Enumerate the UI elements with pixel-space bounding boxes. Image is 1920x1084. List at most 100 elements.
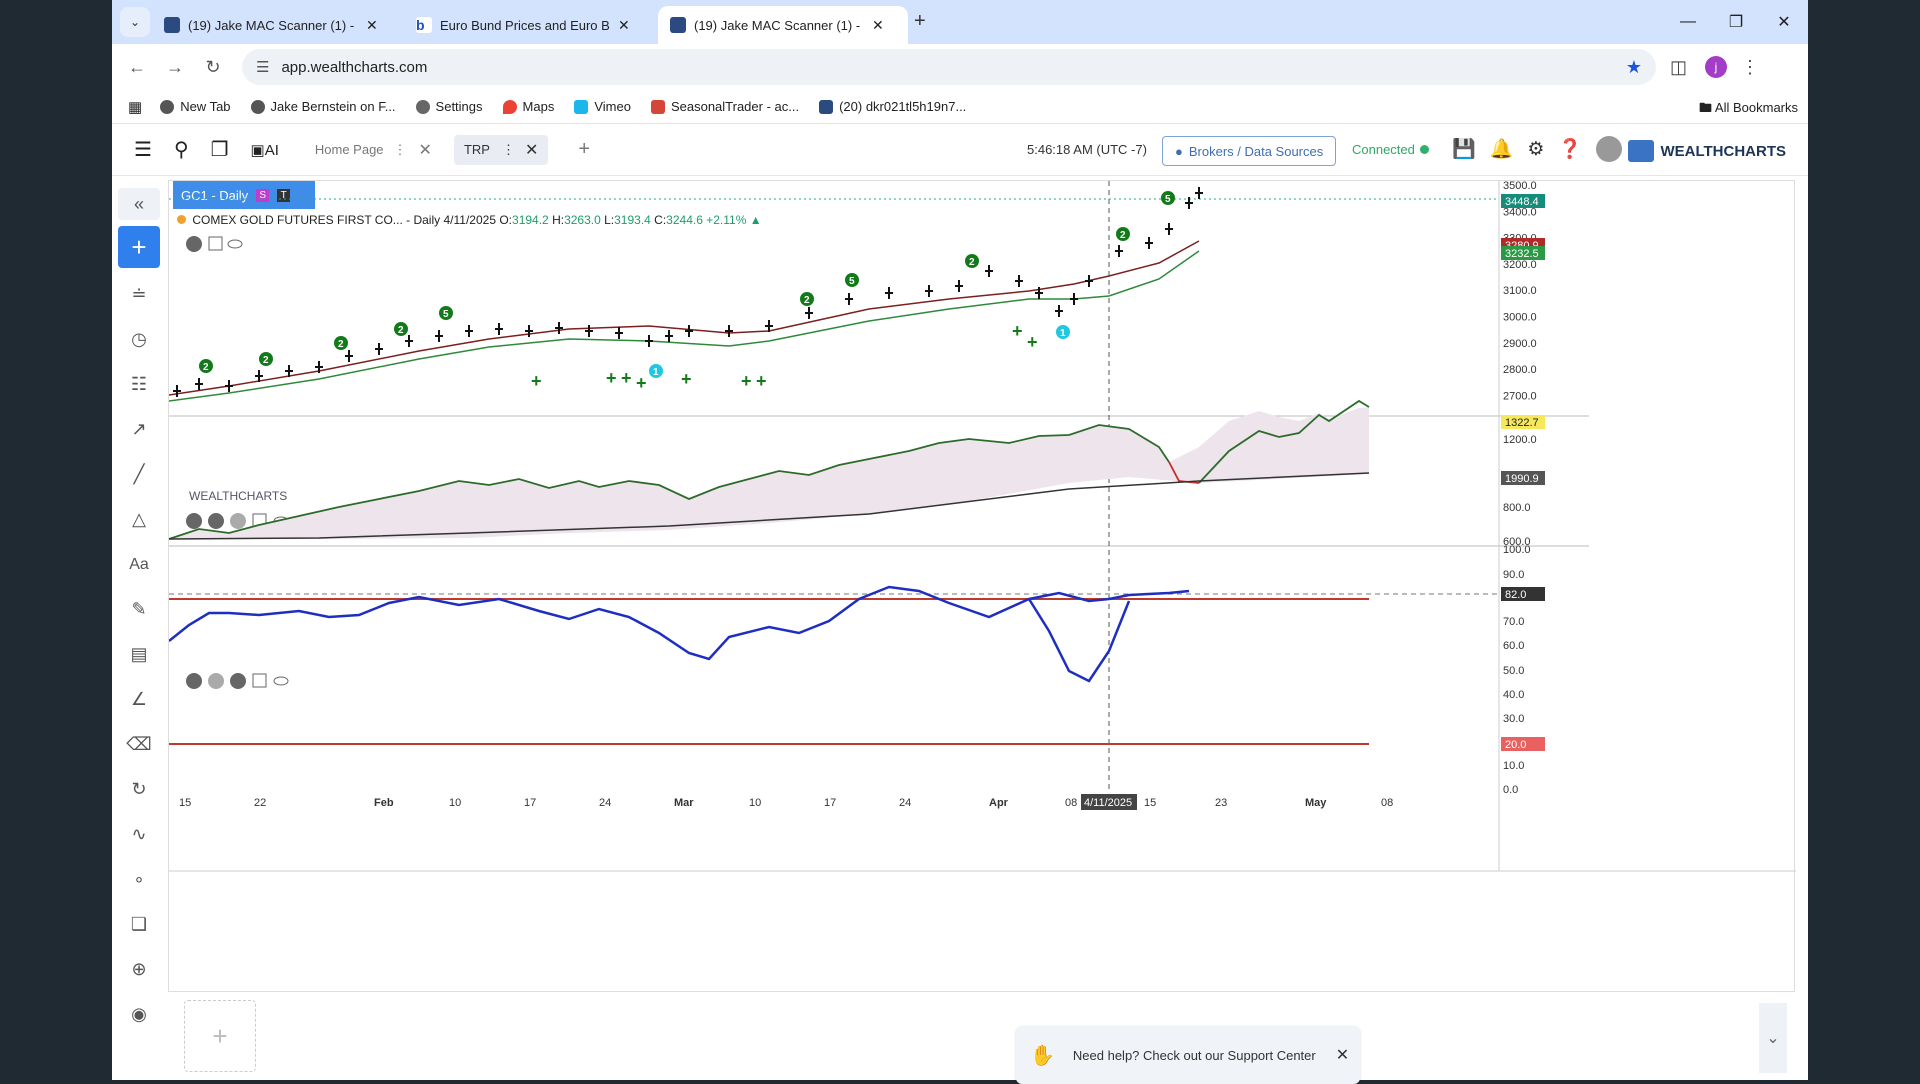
signal-marker	[1116, 227, 1130, 241]
close-icon[interactable]: ✕	[418, 141, 432, 159]
help-icon[interactable]: ❓	[1558, 139, 1583, 160]
close-icon[interactable]: ✕	[524, 141, 539, 159]
close-icon[interactable]: ✕	[366, 16, 378, 33]
bookmark-label: Maps	[522, 99, 555, 114]
tab-trp[interactable]: TRP ⋮ ✕	[453, 134, 549, 165]
signal-marker-label: 5	[443, 309, 449, 320]
copy-icon[interactable]: ❏	[130, 914, 148, 934]
tab-menu-icon[interactable]: ⋮	[393, 141, 407, 157]
shapes-icon[interactable]: △	[132, 509, 146, 529]
reload-icon[interactable]: ↻	[205, 56, 221, 77]
forward-icon[interactable]: →	[166, 56, 184, 77]
mid-top-tag: 1322.7	[1505, 417, 1539, 429]
bookmark-vimeo[interactable]: Vimeo	[574, 99, 631, 114]
hamburger-menu-icon[interactable]: ☰	[134, 139, 152, 161]
signal-marker	[259, 352, 273, 366]
eraser-icon[interactable]: ⌫	[126, 734, 152, 754]
globe-icon[interactable]: ◉	[131, 1004, 147, 1024]
line-tool-icon[interactable]: ╱	[133, 464, 145, 484]
bookmark-seasonaltrader[interactable]: SeasonalTrader - ac...	[650, 99, 799, 114]
bell-icon[interactable]: 🔔	[1489, 139, 1514, 160]
bar-date: 4/11/2025	[443, 213, 497, 227]
price-tick-label: 2900.0	[1503, 338, 1537, 350]
eye-icon[interactable]	[227, 239, 243, 249]
add-panel-button[interactable]: +	[184, 1000, 256, 1072]
osc-tick-label: 70.0	[1503, 616, 1524, 628]
back-icon[interactable]: ←	[128, 56, 146, 77]
trend-icon[interactable]: ↗	[131, 419, 147, 439]
chart-icon[interactable]: ∿	[131, 824, 147, 844]
bookmark-maps[interactable]: Maps	[502, 99, 555, 114]
symbol-name: COMEX GOLD FUTURES FIRST CO... - Daily	[192, 213, 441, 227]
eye-icon[interactable]	[273, 676, 289, 686]
bookmark-dkr[interactable]: (20) dkr021tl5h19n7...	[819, 99, 966, 114]
address-bar-row: ← → ↻ ☰ app.wealthcharts.com ★ ◫ j ⋮	[112, 44, 1808, 90]
bookmark-star-icon[interactable]: ★	[1625, 56, 1642, 77]
bookmark-jake-bernstein[interactable]: Jake Bernstein on F...	[250, 99, 396, 114]
pane-down-icon[interactable]	[208, 513, 224, 529]
add-tab-button[interactable]: +	[578, 138, 591, 160]
add-button[interactable]: +	[118, 226, 160, 268]
restore-icon[interactable]: ❐	[1728, 14, 1744, 31]
indicators-icon[interactable]: ≐	[131, 284, 147, 304]
wealthcharts-favicon-icon	[670, 17, 686, 33]
refresh-icon[interactable]: ↻	[131, 779, 147, 799]
apps-grid-icon[interactable]: ▦	[128, 98, 143, 116]
support-banner[interactable]: ✋ Need help? Check out our Support Cente…	[1016, 1026, 1360, 1084]
extensions-icon[interactable]: ◫	[1670, 56, 1688, 77]
close-icon[interactable]: ✕	[872, 16, 884, 33]
tab-search-dropdown[interactable]: ⌄	[120, 7, 150, 37]
plus-signal-icon: +	[756, 371, 767, 391]
expand-icon[interactable]: ⌄	[1759, 1003, 1787, 1073]
brokers-button[interactable]: ● Brokers / Data Sources	[1162, 136, 1337, 166]
browser-tab-3[interactable]: (19) Jake MAC Scanner (1) - We ✕	[658, 6, 908, 44]
browser-tab-2[interactable]: b Euro Bund Prices and Euro Bun ✕	[404, 6, 642, 44]
pane-toggle-icon[interactable]	[186, 513, 202, 529]
collapse-panel-icon[interactable]: «	[118, 188, 160, 220]
browser-menu-icon[interactable]: ⋮	[1741, 56, 1760, 77]
close-window-icon[interactable]: ✕	[1777, 14, 1791, 31]
site-info-icon[interactable]: ☰	[256, 59, 270, 76]
browser-tab-1[interactable]: (19) Jake MAC Scanner (1) - We ✕	[152, 6, 390, 44]
chart-area[interactable]: GC1 - Daily S T COMEX GOLD FUTURES FIRST…	[168, 180, 1796, 993]
search-icon[interactable]: ⚲	[173, 139, 189, 161]
chart-symbol-badge[interactable]: GC1 - Daily S T	[173, 181, 315, 209]
pane-toggle-icon[interactable]	[186, 236, 202, 252]
pane-down-icon[interactable]	[208, 673, 224, 689]
person-icon: ●	[1175, 143, 1183, 159]
close-icon[interactable]: ✕	[1335, 1047, 1350, 1064]
angle-icon[interactable]: ∠	[130, 689, 148, 709]
save-icon[interactable]: 💾	[1452, 139, 1476, 160]
bookmark-settings[interactable]: Settings	[415, 99, 483, 114]
time-axis-label: 17	[524, 797, 536, 809]
close-icon[interactable]: ✕	[618, 16, 630, 33]
nodes-icon[interactable]: ∘	[133, 869, 145, 889]
pane-add-icon[interactable]	[252, 673, 267, 688]
gear-icon[interactable]: ⚙	[1527, 138, 1545, 160]
text-tool-icon[interactable]: Aa	[129, 555, 149, 573]
layouts-icon[interactable]: ❐	[210, 139, 229, 161]
support-text[interactable]: Need help? Check out our Support Center	[1072, 1047, 1316, 1063]
crosshair-icon[interactable]: ⊕	[131, 959, 147, 979]
ruler-icon[interactable]: ▤	[130, 644, 148, 664]
brush-icon[interactable]: ✎	[131, 599, 147, 619]
calendar-icon[interactable]: ☷	[130, 374, 148, 394]
url-field[interactable]: ☰ app.wealthcharts.com ★	[242, 49, 1656, 85]
new-tab-button[interactable]: +	[914, 10, 926, 32]
pane-toggle-icon[interactable]	[186, 673, 202, 689]
user-avatar[interactable]	[1596, 136, 1623, 162]
window-controls: — ❐ ✕	[1664, 0, 1808, 44]
ai-icon[interactable]: ▣AI	[250, 141, 279, 159]
bookmark-new-tab[interactable]: New Tab	[160, 99, 231, 114]
tab-home-page[interactable]: Home Page ⋮ ✕	[315, 140, 432, 160]
tab-menu-icon[interactable]: ⋮	[501, 141, 515, 157]
profile-avatar[interactable]: j	[1705, 56, 1728, 78]
minimize-icon[interactable]: —	[1680, 13, 1696, 30]
osc-tick-label: 40.0	[1503, 689, 1524, 701]
pane-up-icon[interactable]	[230, 513, 246, 529]
chart-canvas[interactable]: WEALTHCHARTS 3500.03400.03300.03200.0310…	[169, 181, 1796, 993]
pane-add-icon[interactable]	[208, 236, 223, 251]
clock-icon[interactable]: ◷	[131, 329, 147, 349]
pane-up-icon[interactable]	[230, 673, 246, 689]
all-bookmarks[interactable]: 🖿 All Bookmarks	[1699, 99, 1798, 121]
